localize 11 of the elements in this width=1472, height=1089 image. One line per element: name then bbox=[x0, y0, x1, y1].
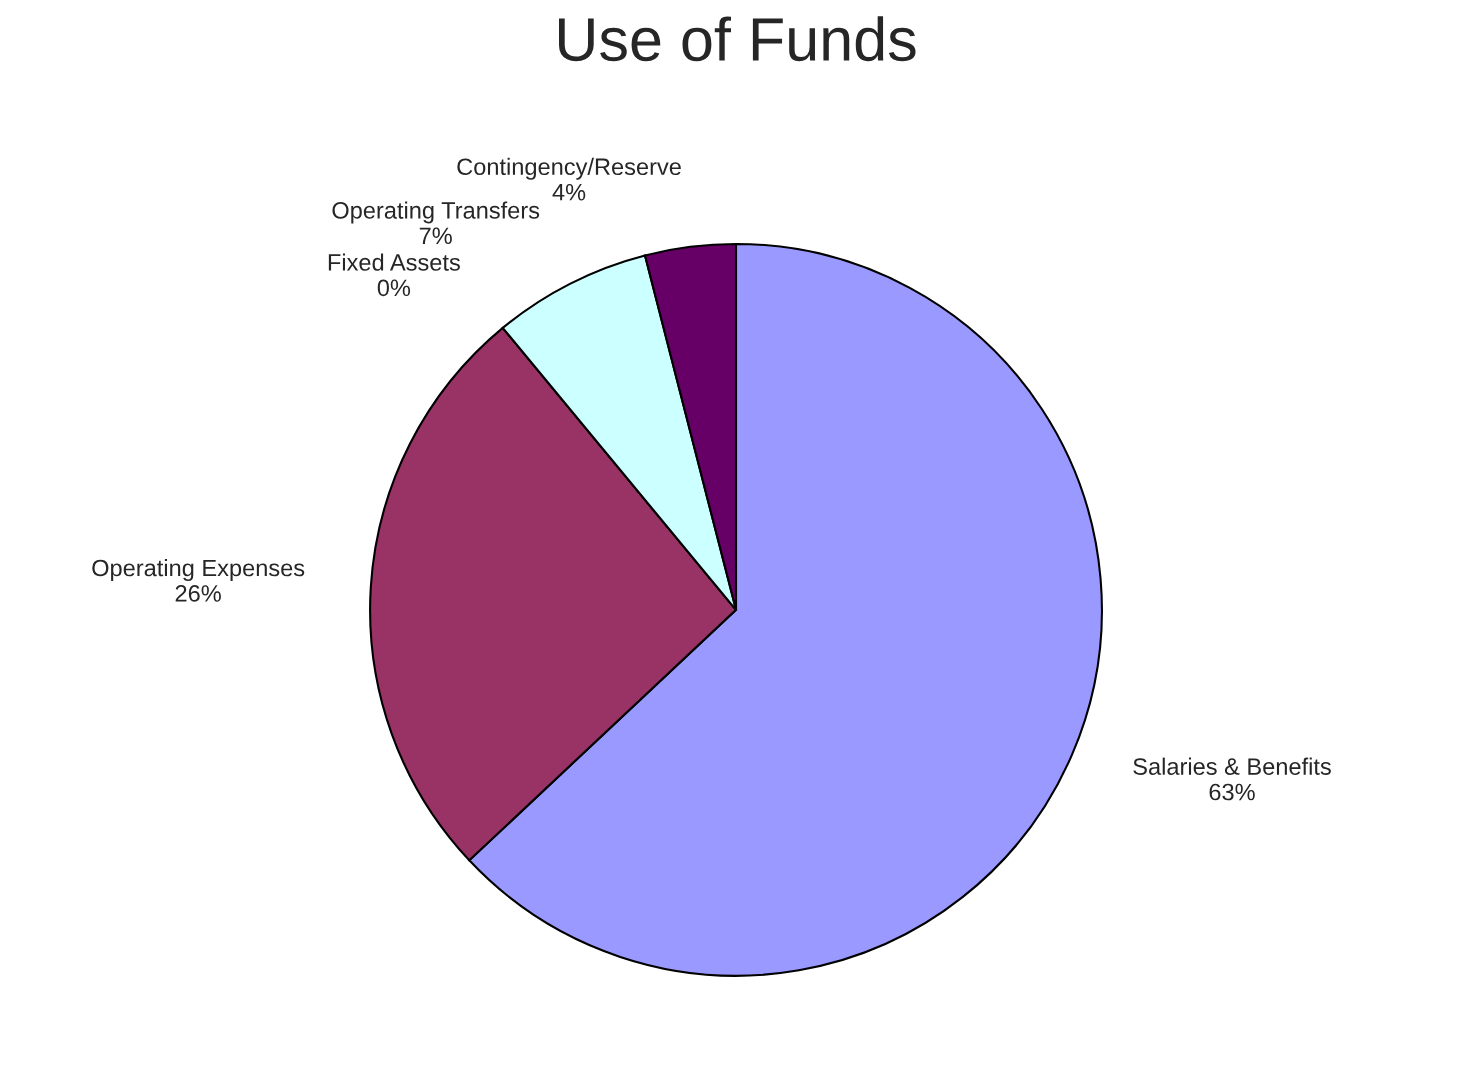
slice-label: Operating Transfers bbox=[332, 201, 540, 224]
slice-label: Salaries & Benefits bbox=[1133, 757, 1331, 775]
slice-label: Operating Expenses bbox=[92, 559, 305, 582]
text: 0% bbox=[377, 279, 411, 297]
data-label: 4% bbox=[552, 183, 586, 201]
slice-label: Contingency/Reserve bbox=[457, 157, 681, 180]
data-label: 63% bbox=[1209, 783, 1255, 801]
data-label: 7% bbox=[419, 227, 452, 245]
data-label: 26% bbox=[175, 585, 221, 602]
category-label: Fixed Assets bbox=[328, 253, 460, 271]
chart-title: Use of Funds bbox=[559, 16, 916, 62]
